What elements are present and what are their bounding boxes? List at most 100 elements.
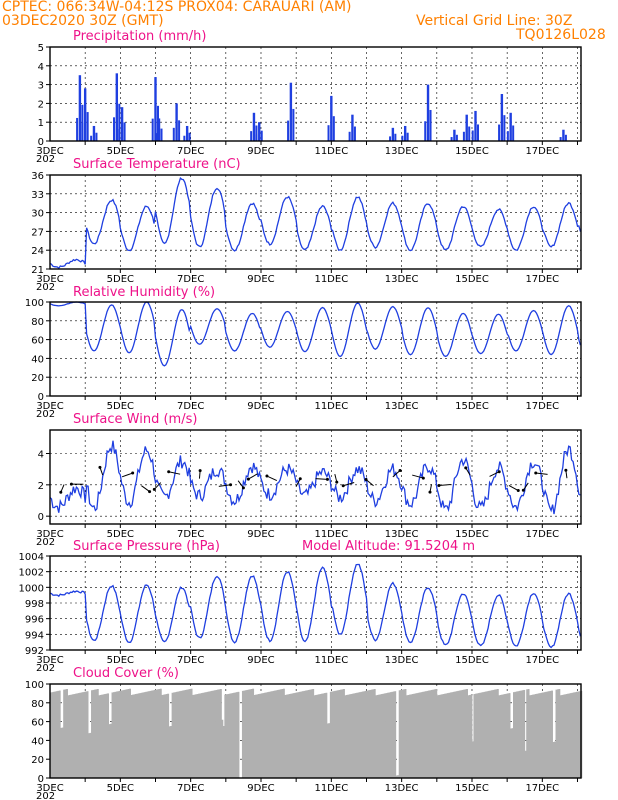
cloud-bar xyxy=(332,691,335,778)
cloud-bar xyxy=(272,690,275,778)
cloud-bar xyxy=(280,689,282,778)
wind-arrow xyxy=(438,484,451,487)
x-tick-label: 9DEC xyxy=(247,274,274,285)
y-tick-label: 1 xyxy=(38,118,44,129)
x-tick-label: 7DEC xyxy=(177,401,204,412)
cloud-bar xyxy=(230,693,233,778)
cloud-bar xyxy=(343,689,345,778)
cloud-bar xyxy=(348,694,351,778)
cloud-bar xyxy=(77,693,80,778)
y-tick-label: 60 xyxy=(31,718,44,729)
year-label: 202 xyxy=(36,663,55,674)
panel-frame xyxy=(49,429,582,525)
cloud-bar xyxy=(419,692,422,778)
cloud-bar xyxy=(284,694,287,778)
cloud-bar xyxy=(369,689,372,778)
cloud-bar xyxy=(411,694,414,778)
cloud-bar xyxy=(156,689,159,778)
cloud-bar xyxy=(482,692,485,778)
precip-bar xyxy=(255,134,258,141)
cloud-bar xyxy=(83,691,86,778)
cloud-bar xyxy=(197,693,200,778)
cloud-bar xyxy=(259,693,262,778)
wind-arrow-head xyxy=(516,489,520,493)
precip-bar xyxy=(348,131,351,141)
cloud-bar xyxy=(476,693,479,778)
cloud-bar xyxy=(423,691,426,778)
cloud-bar xyxy=(164,694,167,778)
cloud-bar xyxy=(485,691,488,778)
cloud-bar xyxy=(441,694,444,778)
x-tick-label: 3DEC xyxy=(36,401,63,412)
cloud-bar xyxy=(319,694,322,778)
year-label: 202 xyxy=(36,791,55,800)
cloud-bar xyxy=(306,690,309,778)
cloud-bar xyxy=(551,690,553,778)
y-tick-label: 994 xyxy=(25,630,44,641)
cloud-bar xyxy=(80,692,83,778)
cloud-bar xyxy=(167,693,170,778)
cloud-bar xyxy=(367,690,370,778)
cloud-bar xyxy=(502,694,505,778)
cloud-bar xyxy=(498,695,501,778)
year-label: 202 xyxy=(36,409,55,420)
precip-bar xyxy=(260,130,263,141)
cloud-bar xyxy=(243,690,246,778)
wind-arrow xyxy=(248,473,258,480)
cloud-bar xyxy=(507,693,510,778)
cloud-bar xyxy=(52,691,55,778)
cloud-bar xyxy=(414,693,417,778)
cloud-bar xyxy=(514,691,517,778)
cloud-bar xyxy=(381,694,384,778)
cloud-bar xyxy=(556,689,559,778)
cloud-bar xyxy=(345,694,348,778)
cloud-bar xyxy=(202,692,205,778)
cloud-bar xyxy=(501,694,504,778)
cloud-bar xyxy=(241,690,244,778)
cloud-bar xyxy=(444,693,447,778)
cloud-bar xyxy=(529,695,531,778)
wind-arrow-head xyxy=(98,465,102,469)
cloud-bar xyxy=(552,741,555,778)
precip-bar xyxy=(76,117,79,141)
y-tick-label: 4 xyxy=(38,450,44,461)
cloud-bar xyxy=(111,692,114,778)
cloud-bar xyxy=(511,728,514,778)
cloud-bar xyxy=(433,689,436,778)
precip-bar xyxy=(175,103,178,141)
cloud-bar xyxy=(92,689,95,778)
precip-bar xyxy=(292,108,295,141)
precip-bar xyxy=(255,125,258,141)
cloud-bar xyxy=(562,694,565,778)
cloud-bar xyxy=(559,695,562,778)
cloud-bar xyxy=(184,689,187,778)
cloud-bar xyxy=(499,694,502,778)
cloud-bar xyxy=(288,694,291,778)
cloud-bar xyxy=(186,689,189,778)
y-tick-label: 60 xyxy=(31,336,44,347)
cloud-bar xyxy=(473,694,476,778)
y-tick-label: 996 xyxy=(25,615,44,626)
precip-bar xyxy=(477,124,480,141)
precip-bar xyxy=(332,116,335,141)
forecast-date: 03DEC2020 30Z (GMT) xyxy=(2,13,164,29)
wind-arrow-head xyxy=(148,490,152,494)
cloud-bar xyxy=(170,725,173,778)
x-tick-label: 11DEC xyxy=(314,529,348,540)
cloud-bar xyxy=(530,694,533,778)
y-tick-label: 0 xyxy=(38,512,44,523)
x-tick-label: 13DEC xyxy=(385,146,419,157)
cloud-bar xyxy=(287,694,290,778)
x-tick-label: 9DEC xyxy=(247,146,274,157)
cloud-bar xyxy=(379,694,382,778)
cloud-bar xyxy=(356,692,359,778)
precip-bar xyxy=(426,84,430,141)
wind-arrow xyxy=(218,484,231,487)
cloud-bar xyxy=(293,693,296,778)
cloud-bar xyxy=(212,690,215,778)
precip-bar xyxy=(406,132,409,141)
cloud-bar xyxy=(359,692,362,778)
y-tick-label: 4 xyxy=(38,62,44,73)
x-tick-label: 9DEC xyxy=(247,401,274,412)
